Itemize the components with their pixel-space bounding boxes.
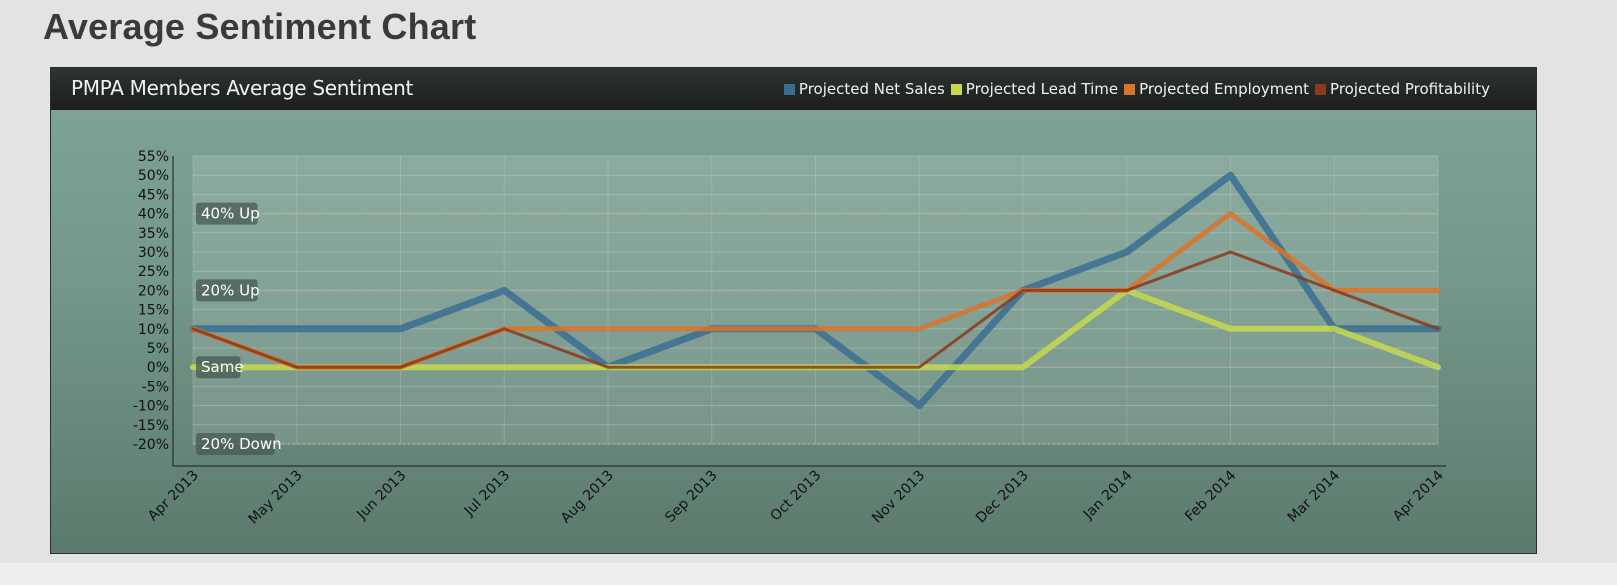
x-tick-label: Dec 2013 [973,468,1032,527]
y-tick-label: 15% [138,303,169,319]
legend-swatch [1124,83,1136,95]
y-tick-label: -20% [133,437,169,453]
series-line-projected-profitability [191,250,1440,369]
x-tick-label: Oct 2013 [768,468,825,525]
legend-item-employment[interactable]: Projected Employment [1124,80,1309,98]
x-tick-label: Mar 2014 [1285,467,1343,525]
y-tick-label: 35% [138,226,169,242]
legend-swatch [950,83,962,95]
legend-item-profitability[interactable]: Projected Profitability [1315,80,1490,98]
reference-label: Same [201,358,244,376]
y-tick-label: 40% [138,207,169,223]
legend-label: Projected Employment [1139,80,1310,98]
plot-background [193,156,1438,444]
bottom-strip [0,563,1617,585]
x-tick-label: May 2013 [245,468,305,528]
y-tick-label: 20% [138,283,169,299]
y-tick-label: 0% [147,360,169,376]
x-tick-label: Jul 2013 [461,468,513,520]
x-tick-label: Jan 2014 [1080,467,1136,523]
x-tick-label: Apr 2013 [145,468,202,525]
y-tick-label: 10% [138,322,169,338]
x-tick-label: Nov 2013 [869,468,928,527]
legend-item-net-sales[interactable]: Projected Net Sales [783,80,945,98]
page-title: Average Sentiment Chart [43,6,477,47]
reference-label-box [196,202,258,225]
y-tick-label: 5% [147,341,169,357]
legend-swatch [1315,83,1327,95]
x-tick-label: Feb 2014 [1182,467,1239,524]
y-tick-label: 50% [138,168,169,184]
x-tick-label: Jun 2013 [353,468,409,524]
reference-label: 20% Down [201,435,282,453]
legend-label: Projected Net Sales [798,80,945,98]
x-tick-label: Sep 2013 [662,468,720,526]
chart-title: PMPA Members Average Sentiment [71,76,414,100]
y-tick-label: 55% [138,149,169,165]
chart-header: PMPA Members Average Sentiment Projected… [51,68,1536,110]
legend-label: Projected Lead Time [965,80,1119,98]
legend-swatch [783,83,795,95]
x-tick-label: Aug 2013 [558,468,617,527]
chart-panel: PMPA Members Average Sentiment Projected… [50,67,1537,554]
y-tick-label: 25% [138,264,169,280]
y-tick-label: -10% [133,399,169,415]
y-tick-label: 45% [138,187,169,203]
x-tick-label: Apr 2014 [1390,467,1447,524]
reference-label-box [196,356,241,379]
y-tick-label: -15% [133,418,169,434]
reference-label: 20% Up [201,281,260,299]
y-tick-label: -5% [142,379,169,395]
legend-label: Projected Profitability [1330,80,1490,98]
reference-label-box [196,433,275,455]
plot-area: 55% 50% 45% 40% 35% 30% 25% 20% 15% 10% 5% 0% -5% -10… [133,149,1447,528]
legend-item-lead-time[interactable]: Projected Lead Time [950,80,1119,98]
reference-label-box [196,279,258,302]
y-tick-label: 30% [138,245,169,261]
legend: Projected Net Sales Projected Lead Time … [783,80,1490,98]
reference-label: 40% Up [201,205,260,223]
